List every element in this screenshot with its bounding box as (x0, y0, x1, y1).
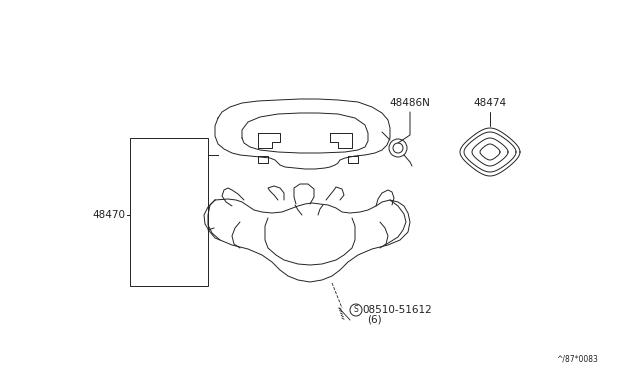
Text: 48474: 48474 (474, 98, 507, 108)
Text: ^/87*0083: ^/87*0083 (556, 354, 598, 363)
Text: 48470: 48470 (92, 210, 125, 220)
Bar (130, 138, 208, 286)
Text: (6): (6) (367, 315, 381, 325)
Text: 48486N: 48486N (390, 98, 431, 108)
Text: S: S (354, 305, 358, 314)
Text: 08510-51612: 08510-51612 (362, 305, 432, 315)
